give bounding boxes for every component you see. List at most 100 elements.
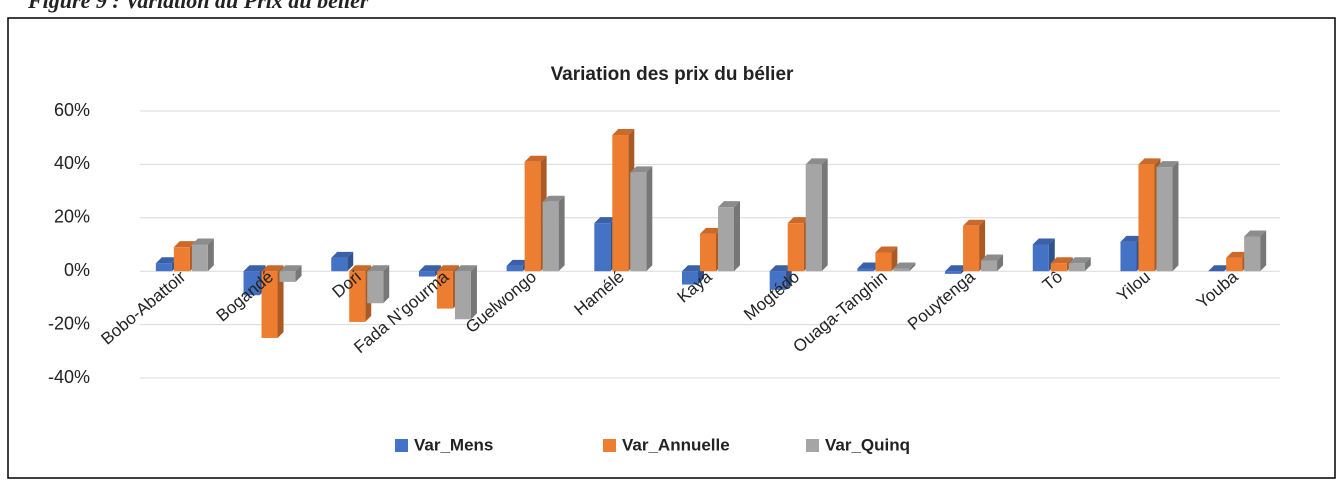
bar-side — [207, 238, 214, 272]
chart-title: Variation des prix du bélier — [551, 64, 794, 85]
bar-top — [857, 262, 880, 269]
bar-side — [347, 251, 354, 272]
bar — [155, 263, 172, 272]
bar — [331, 257, 348, 272]
y-tick-label: 0% — [64, 260, 90, 280]
bar-side — [997, 254, 1004, 272]
bar-top — [682, 265, 704, 272]
bar-top — [787, 217, 810, 224]
bar-top — [243, 265, 266, 272]
bar — [682, 271, 698, 285]
bar-side — [821, 158, 828, 272]
bar — [630, 172, 647, 272]
bar — [243, 271, 260, 296]
bar-side — [383, 265, 390, 304]
bar — [893, 268, 910, 272]
bar-top — [454, 265, 477, 272]
bar — [1138, 164, 1155, 272]
bar-top — [436, 265, 459, 272]
bar-top — [155, 257, 178, 264]
bar — [787, 223, 804, 272]
bar-top — [418, 265, 441, 272]
bar — [454, 271, 471, 320]
legend-swatch — [395, 439, 408, 452]
x-tick-label: Ouaga-Tanghin — [790, 267, 891, 356]
x-tick-label: Yilou — [1113, 267, 1154, 305]
bar-side — [909, 262, 916, 272]
bar — [945, 271, 962, 274]
bar-top — [893, 262, 916, 269]
bar-top — [279, 265, 302, 272]
bar-top — [718, 201, 740, 208]
bar-top — [981, 254, 1004, 261]
bar-top — [945, 265, 968, 272]
bar-top — [191, 238, 214, 245]
bar-top — [630, 166, 653, 173]
bar — [506, 265, 523, 272]
bar-top — [173, 241, 196, 248]
bar-top — [1032, 238, 1055, 245]
bar — [700, 233, 716, 272]
bar-side — [1172, 161, 1179, 272]
bar — [769, 271, 786, 290]
y-tick-label: 40% — [54, 153, 90, 173]
bar — [1244, 236, 1261, 272]
bar-top — [1050, 257, 1073, 264]
bar-top — [1120, 235, 1143, 242]
bar — [367, 271, 384, 304]
bar-top — [700, 227, 722, 234]
figure-caption: Figure 9 : Variation du Prix du bélier — [27, 0, 369, 13]
bar-top — [1226, 251, 1249, 258]
bar — [1120, 241, 1137, 272]
bar-side — [277, 265, 284, 338]
bar — [279, 271, 296, 282]
bar-side — [470, 265, 477, 320]
x-tick-label: Hamélé — [571, 267, 628, 319]
bar-top — [594, 217, 617, 224]
bar — [173, 247, 190, 272]
bar — [1068, 263, 1085, 272]
bar — [1032, 244, 1049, 272]
y-tick-label: 60% — [54, 100, 90, 120]
bar-side — [785, 265, 792, 290]
bar-side — [1084, 257, 1091, 272]
bar-top — [506, 259, 529, 266]
bar — [542, 201, 559, 272]
bar — [981, 260, 998, 272]
bar — [805, 164, 822, 272]
bar — [963, 225, 980, 272]
bar — [718, 207, 734, 272]
bar-side — [646, 166, 653, 272]
bar-top — [367, 265, 390, 272]
legend-label: Var_Annuelle — [622, 435, 730, 454]
chart-frame — [7, 17, 1336, 479]
bar — [857, 268, 874, 272]
bar — [594, 223, 611, 272]
bar — [1226, 257, 1243, 272]
x-tick-label: Pouytenga — [904, 267, 979, 334]
bar — [191, 244, 208, 272]
bar-top — [524, 155, 547, 162]
bar — [418, 271, 435, 277]
bar-side — [295, 265, 302, 282]
bar — [612, 135, 629, 272]
bar — [1156, 167, 1173, 272]
y-tick-label: -40% — [48, 367, 90, 387]
bar-top — [1244, 230, 1267, 237]
legend-swatch — [806, 439, 819, 452]
bar-side — [891, 246, 898, 272]
bar-top — [331, 251, 354, 258]
bar — [1050, 263, 1067, 272]
legend-swatch — [603, 439, 616, 452]
bar — [524, 161, 541, 272]
y-tick-label: -20% — [48, 313, 90, 333]
bar — [349, 271, 366, 322]
bar-top — [542, 195, 565, 202]
bar-side — [734, 201, 740, 272]
legend-label: Var_Quinq — [825, 435, 910, 454]
bar — [261, 271, 278, 338]
bar-top — [805, 158, 828, 165]
bar-top — [261, 265, 284, 272]
bar-top — [349, 265, 372, 272]
